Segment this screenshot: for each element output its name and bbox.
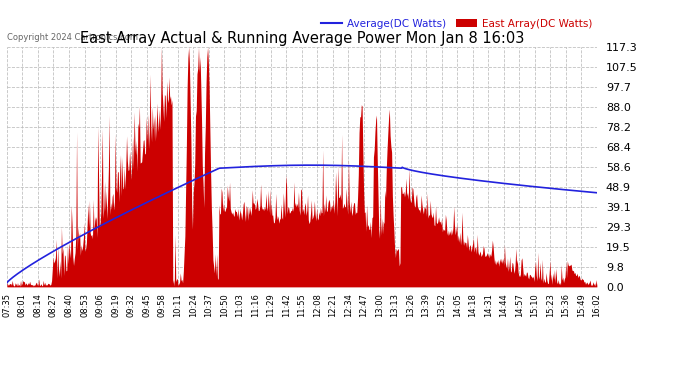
Title: East Array Actual & Running Average Power Mon Jan 8 16:03: East Array Actual & Running Average Powe… <box>79 31 524 46</box>
Text: Copyright 2024 Cartronics.com: Copyright 2024 Cartronics.com <box>7 33 138 42</box>
Legend: Average(DC Watts), East Array(DC Watts): Average(DC Watts), East Array(DC Watts) <box>317 15 597 33</box>
